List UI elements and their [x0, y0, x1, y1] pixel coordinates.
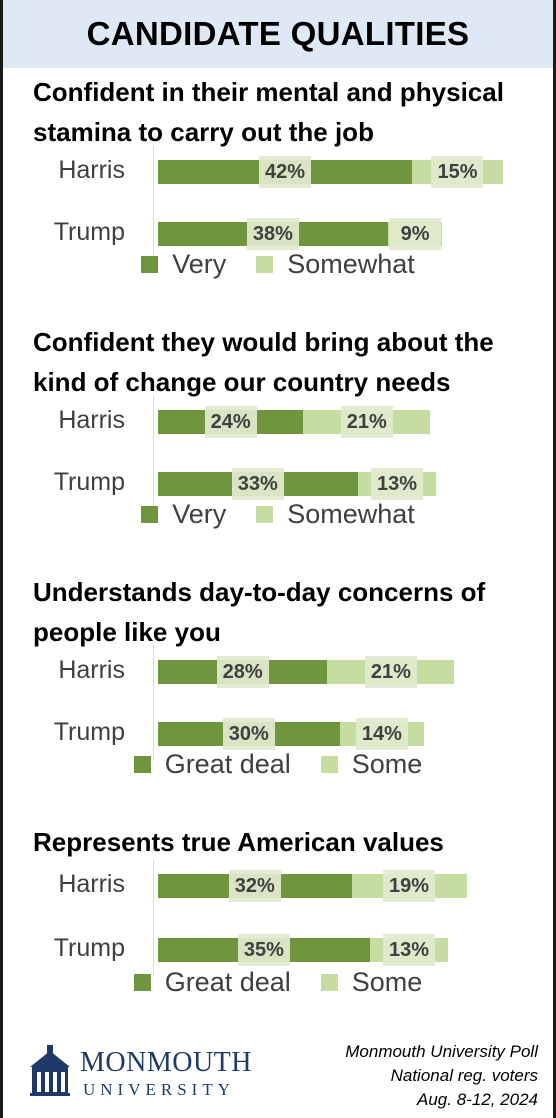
question-title: Understands day-to-day concerns of peopl… — [33, 577, 486, 647]
data-label: 38% — [246, 218, 299, 250]
category-axis-line — [153, 146, 154, 260]
category-label: Harris — [58, 406, 125, 434]
legend-item: Somewhat — [256, 499, 415, 530]
category-label: Harris — [58, 870, 125, 898]
data-label: 19% — [383, 870, 436, 902]
data-label: 21% — [340, 406, 393, 438]
legend: Great deal Some — [3, 749, 553, 779]
logo-subtitle: UNIVERSITY — [83, 1080, 235, 1099]
legend-item: Some — [320, 966, 423, 998]
source-note: Monmouth University Poll National reg. v… — [278, 1040, 538, 1112]
data-label: 13% — [383, 934, 436, 966]
monmouth-logo: MONMOUTH UNIVERSITY — [28, 1043, 258, 1103]
data-label: 33% — [231, 468, 284, 500]
legend-swatch — [256, 505, 274, 523]
data-label: 21% — [364, 656, 417, 688]
source-line-poll: Monmouth University Poll — [345, 1042, 538, 1061]
question-title: Represents true American values — [33, 827, 444, 857]
question-title: Confident in their mental and physical s… — [33, 77, 504, 147]
legend-label: Very — [172, 248, 227, 279]
legend-label: Great deal — [164, 966, 291, 997]
legend-swatch — [141, 505, 159, 523]
legend-swatch — [141, 255, 159, 273]
legend-swatch — [133, 755, 151, 773]
data-label: 9% — [389, 218, 442, 250]
category-axis-line — [153, 396, 154, 510]
legend: Great deal Some — [3, 967, 553, 997]
data-label: 32% — [228, 870, 281, 902]
category-label: Trump — [53, 718, 125, 746]
data-label: 42% — [259, 156, 312, 188]
legend-item: Great deal — [133, 966, 291, 998]
banner-title: CANDIDATE QUALITIES — [86, 15, 470, 52]
banner: CANDIDATE QUALITIES — [3, 0, 553, 68]
legend-item: Some — [320, 748, 423, 780]
legend-label: Great deal — [164, 748, 291, 779]
legend: Very Somewhat — [3, 499, 553, 529]
legend-swatch — [320, 973, 338, 991]
chart-section: Confident in their mental and physical s… — [3, 72, 553, 312]
legend-label: Very — [172, 498, 227, 529]
data-label: 13% — [370, 468, 423, 500]
legend-swatch — [133, 973, 151, 991]
source-line-dates: Aug. 8-12, 2024 — [417, 1090, 538, 1109]
category-label: Harris — [58, 656, 125, 684]
data-label: 30% — [222, 718, 275, 750]
category-label: Harris — [58, 156, 125, 184]
category-label: Trump — [53, 218, 125, 246]
legend: Very Somewhat — [3, 249, 553, 279]
chart-section: Represents true American values Harris 32%… — [3, 822, 553, 1062]
source-line-population: National reg. voters — [390, 1066, 538, 1085]
category-label: Trump — [53, 468, 125, 496]
legend-label: Some — [351, 748, 423, 779]
category-axis-line — [153, 860, 154, 976]
data-label: 35% — [237, 934, 290, 966]
data-label: 28% — [216, 656, 269, 688]
legend-item: Great deal — [133, 748, 291, 780]
legend-swatch — [320, 755, 338, 773]
legend-item: Very — [141, 499, 226, 530]
question-title: Confident they would bring about the kin… — [33, 327, 494, 397]
legend-swatch — [256, 255, 274, 273]
category-label: Trump — [53, 934, 125, 962]
chart-section: Understands day-to-day concerns of peopl… — [3, 572, 553, 812]
legend-label: Some — [351, 966, 423, 997]
university-building-icon — [30, 1045, 70, 1096]
legend-item: Somewhat — [256, 249, 415, 280]
data-label: 15% — [431, 156, 484, 188]
legend-item: Very — [141, 249, 226, 280]
data-label: 14% — [355, 718, 408, 750]
logo-wordmark: MONMOUTH — [80, 1047, 252, 1078]
legend-label: Somewhat — [287, 248, 415, 279]
chart-section: Confident they would bring about the kin… — [3, 322, 553, 562]
legend-label: Somewhat — [287, 498, 415, 529]
data-label: 24% — [204, 406, 257, 438]
category-axis-line — [153, 646, 154, 760]
